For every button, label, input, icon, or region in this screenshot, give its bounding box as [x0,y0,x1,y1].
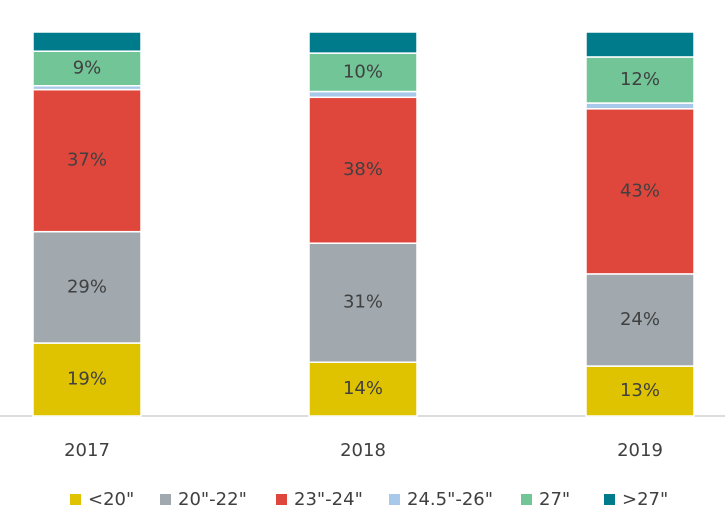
value-label: 12% [620,69,660,90]
value-label: 29% [67,276,107,297]
legend-label: <20" [88,489,134,510]
bar-segment [32,230,142,344]
value-label: 43% [620,180,660,201]
x-tick-label: 2018 [340,440,386,461]
value-label: 14% [343,378,383,399]
x-tick-label: 2019 [617,440,663,461]
legend-swatch [160,494,171,505]
legend-swatch [389,494,400,505]
legend-label: 24.5"-26" [407,489,493,510]
value-label: 19% [67,369,107,390]
x-tick-label: 2017 [64,440,110,461]
value-label: 24% [620,309,660,330]
value-label: 10% [343,61,383,82]
legend-swatch [604,494,615,505]
bar-segment [308,90,418,99]
bar-segment [585,56,695,104]
legend-label: 23"-24" [294,489,363,510]
value-label: 38% [343,159,383,180]
legend-label: 20"-22" [178,489,247,510]
value-label: 31% [343,292,383,313]
bar-segment [308,96,418,244]
bar-segment [308,52,418,93]
bar-segment [585,108,695,275]
bar-segment [308,242,418,363]
legend-label: >27" [622,489,668,510]
bar-segment [585,273,695,367]
value-label: 13% [620,380,660,401]
legend-label: 27" [539,489,570,510]
legend-swatch [70,494,81,505]
bar-segment [585,102,695,110]
legend-swatch [276,494,287,505]
value-label: 9% [73,57,102,78]
bar-segment [32,50,142,87]
value-label: 37% [67,150,107,171]
bar-segment [32,342,142,417]
bar-segment [585,31,695,58]
bar-segment [308,361,418,417]
legend-swatch [521,494,532,505]
bar-segment [32,31,142,52]
bar-segment [585,365,695,417]
bar-segment [308,31,418,54]
